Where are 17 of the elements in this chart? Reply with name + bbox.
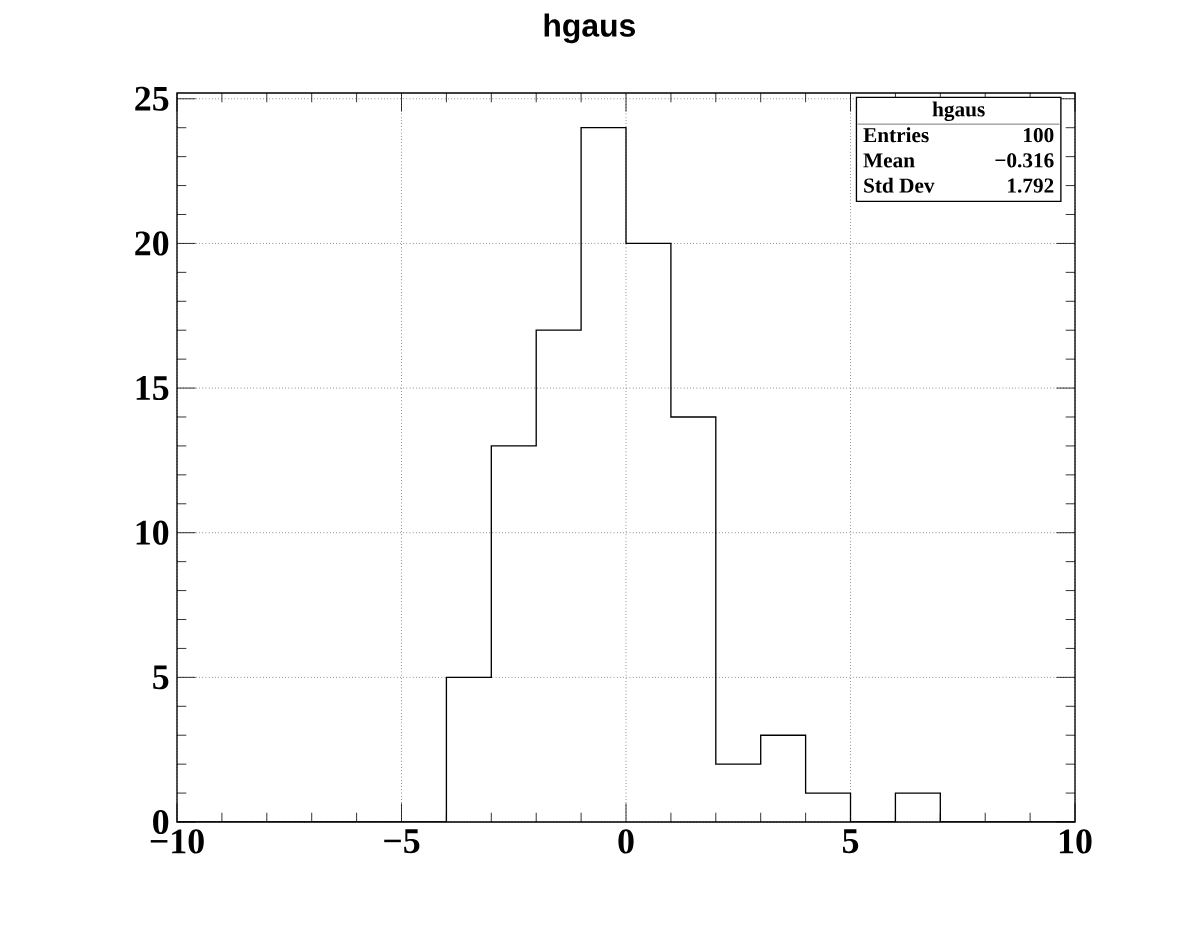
annotation: −0.316: [995, 153, 1054, 168]
y-tick-label: 10: [136, 520, 169, 545]
x-tick-label: 5: [842, 829, 859, 854]
annotation: 100: [1024, 127, 1054, 143]
chart-title: hgaus: [544, 13, 635, 44]
y-tick-label: 5: [153, 665, 169, 690]
x-tick-label: −5: [384, 829, 420, 854]
y-tick-label: 15: [136, 376, 169, 401]
annotation: Mean: [863, 153, 915, 168]
y-tick-label: 25: [135, 86, 169, 111]
x-tick-label: 0: [618, 829, 634, 854]
x-tick-label: 10: [1059, 829, 1092, 854]
y-tick-label: 20: [135, 231, 169, 256]
annotation: 1.792: [1008, 178, 1054, 193]
annotation: hgaus: [932, 101, 985, 121]
annotation: Std Dev: [864, 177, 935, 193]
annotation: Entries: [863, 127, 929, 143]
